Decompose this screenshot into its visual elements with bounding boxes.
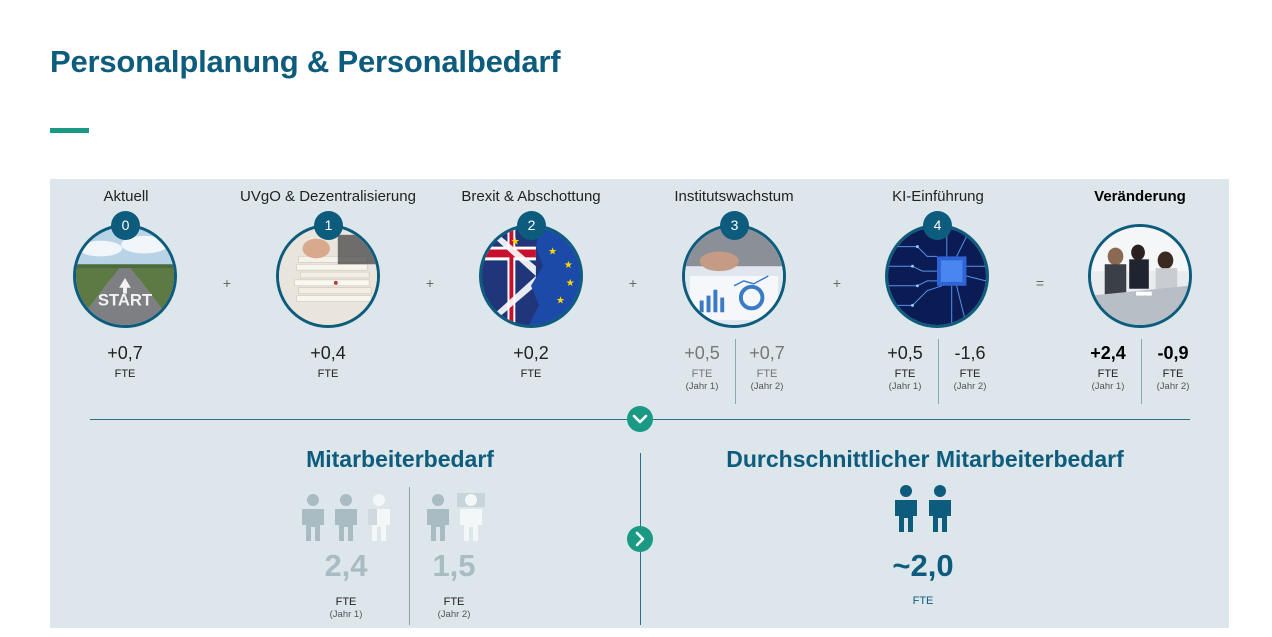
stage-label-aktuell: Aktuell bbox=[103, 188, 149, 205]
stage-badge-1: 1 bbox=[314, 211, 343, 240]
operator-plus-1: + bbox=[222, 275, 232, 291]
demand-divider bbox=[409, 487, 410, 625]
svg-text:★: ★ bbox=[548, 246, 557, 257]
stage-0-value: +0,7 bbox=[107, 343, 143, 363]
stage-3-unit-year1: FTE bbox=[691, 368, 713, 380]
stage-4-divider bbox=[938, 339, 939, 404]
demand-year1-value: 2,4 bbox=[324, 548, 368, 583]
planning-panel: Aktuell 0 START + UVgO & Dezentralisieru… bbox=[50, 179, 1229, 628]
stage-label-veraenderung: Veränderung bbox=[1094, 188, 1186, 205]
stage-3-unit-year2: FTE bbox=[756, 368, 778, 380]
person-icon bbox=[302, 494, 324, 541]
title-accent-bar bbox=[50, 128, 89, 133]
svg-text:★: ★ bbox=[556, 295, 565, 306]
stage-badge-2: 2 bbox=[517, 211, 546, 240]
person-half-icon bbox=[457, 493, 485, 541]
stage-3-value-year2: +0,7 bbox=[749, 343, 785, 363]
person-icon bbox=[335, 494, 357, 541]
svg-text:★: ★ bbox=[566, 278, 575, 289]
person-icon bbox=[929, 485, 951, 532]
stage-image-start-road: START bbox=[73, 224, 177, 328]
stage-4-value-year2: -1,6 bbox=[954, 343, 986, 363]
chevron-down-icon[interactable] bbox=[627, 406, 653, 432]
change-unit-year1: FTE bbox=[1097, 368, 1119, 380]
operator-equals: = bbox=[1035, 275, 1045, 291]
stage-1-unit: FTE bbox=[317, 368, 339, 380]
stage-image-circuit-board bbox=[885, 224, 989, 328]
stage-2-value: +0,2 bbox=[513, 343, 549, 363]
demand-year2-sub: (Jahr 2) bbox=[437, 609, 471, 620]
stage-0-unit: FTE bbox=[114, 368, 136, 380]
svg-text:START: START bbox=[98, 290, 152, 309]
chevron-right-icon[interactable] bbox=[627, 526, 653, 552]
stage-4-sub-year2: (Jahr 2) bbox=[953, 381, 987, 392]
person-partial-icon bbox=[368, 494, 390, 541]
change-sub-year1: (Jahr 1) bbox=[1091, 381, 1125, 392]
stage-4-value-year1: +0,5 bbox=[887, 343, 923, 363]
average-title: Durchschnittlicher Mitarbeiterbedarf bbox=[726, 446, 1124, 472]
demand-year2-value: 1,5 bbox=[432, 548, 476, 583]
stage-image-business-charts bbox=[682, 224, 786, 328]
stage-3-sub-year2: (Jahr 2) bbox=[750, 381, 784, 392]
stage-3-divider bbox=[735, 339, 736, 404]
demand-title: Mitarbeiterbedarf bbox=[306, 446, 494, 472]
operator-plus-4: + bbox=[832, 275, 842, 291]
stage-image-uk-eu-flags: ★ ★ ★ ★ ★ bbox=[479, 224, 583, 328]
stage-badge-0: 0 bbox=[111, 211, 140, 240]
average-unit: FTE bbox=[912, 595, 934, 607]
operator-plus-2: + bbox=[425, 275, 435, 291]
stage-label-uvgo: UVgO & Dezentralisierung bbox=[240, 188, 416, 205]
svg-text:★: ★ bbox=[564, 260, 573, 271]
stage-4-sub-year1: (Jahr 1) bbox=[888, 381, 922, 392]
stage-2-unit: FTE bbox=[520, 368, 542, 380]
change-divider bbox=[1141, 339, 1142, 404]
page-title: Personalplanung & Personalbedarf bbox=[50, 44, 561, 79]
stage-image-team-meeting bbox=[1088, 224, 1192, 328]
stage-badge-4: 4 bbox=[923, 211, 952, 240]
stage-1-value: +0,4 bbox=[310, 343, 346, 363]
stage-3-value-year1: +0,5 bbox=[684, 343, 720, 363]
stage-label-institutswachstum: Institutswachstum bbox=[674, 188, 794, 205]
person-icon bbox=[895, 485, 917, 532]
person-icon bbox=[427, 494, 449, 541]
change-value-year1: +2,4 bbox=[1090, 343, 1126, 363]
stage-label-ki: KI-Einführung bbox=[892, 188, 984, 205]
stage-label-brexit: Brexit & Abschottung bbox=[461, 188, 601, 205]
stage-badge-3: 3 bbox=[720, 211, 749, 240]
change-sub-year2: (Jahr 2) bbox=[1156, 381, 1190, 392]
stage-4-unit-year1: FTE bbox=[894, 368, 916, 380]
operator-plus-3: + bbox=[628, 275, 638, 291]
change-value-year2: -0,9 bbox=[1157, 343, 1189, 363]
demand-year2-unit: FTE bbox=[443, 596, 465, 608]
svg-text:★: ★ bbox=[511, 237, 520, 248]
stage-image-paper-files bbox=[276, 224, 380, 328]
stage-4-unit-year2: FTE bbox=[959, 368, 981, 380]
change-unit-year2: FTE bbox=[1162, 368, 1184, 380]
demand-year1-unit: FTE bbox=[335, 596, 357, 608]
demand-year1-sub: (Jahr 1) bbox=[329, 609, 363, 620]
average-value: ~2,0 bbox=[892, 548, 954, 583]
stage-3-sub-year1: (Jahr 1) bbox=[685, 381, 719, 392]
